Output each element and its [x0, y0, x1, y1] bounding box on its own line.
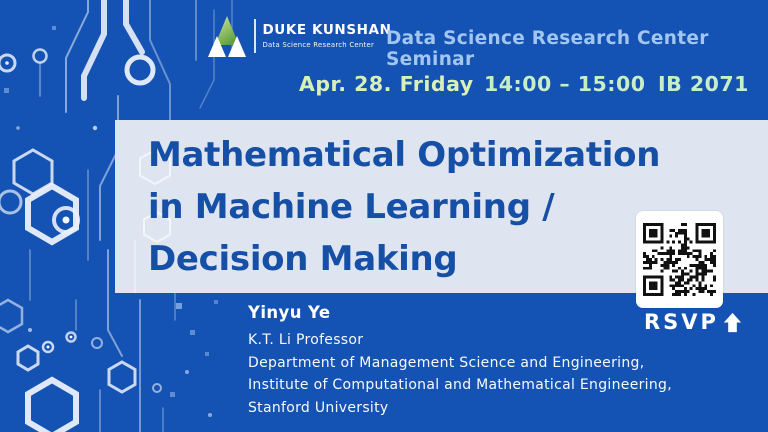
seminar-room: IB 2071	[658, 72, 749, 96]
rsvp-label: RSVP	[644, 310, 719, 334]
seminar-time: 14:00 – 15:00	[484, 72, 646, 96]
seminar-date: Apr. 28. Friday	[299, 72, 474, 96]
talk-title-line-3: Decision Making	[148, 239, 458, 279]
qr-code-icon	[643, 223, 716, 296]
speaker-info: Yinyu Ye K.T. Li Professor Department of…	[248, 303, 672, 419]
speaker-affiliation-2: Institute of Computational and Mathemati…	[248, 377, 672, 394]
logo-divider	[254, 19, 256, 53]
brand-subtitle: Data Science Research Center	[262, 41, 375, 49]
rsvp-call-to-action: RSVP	[644, 310, 744, 334]
duke-kunshan-logo: DUKE KUNSHAN Data Science Research Cente…	[208, 14, 392, 58]
seminar-series-title: Data Science Research Center Seminar	[386, 28, 709, 70]
arrow-up-icon	[723, 312, 742, 332]
speaker-role: K.T. Li Professor	[248, 332, 364, 348]
schedule-row: Apr. 28. Friday 14:00 – 15:00 IB 2071	[0, 72, 768, 98]
speaker-name: Yinyu Ye	[248, 303, 331, 322]
speaker-affiliation-3: Stanford University	[248, 399, 389, 416]
triangle-mountain-logo-icon	[208, 16, 246, 57]
rsvp-qr-container[interactable]	[636, 211, 723, 308]
brand-name: DUKE KUNSHAN	[262, 22, 392, 38]
speaker-affiliation-1: Department of Management Science and Eng…	[248, 354, 645, 371]
talk-title-line-1: Mathematical Optimization	[148, 135, 661, 175]
talk-title: Mathematical Optimization in Machine Lea…	[148, 129, 660, 285]
hexagon-watermark-decoration	[134, 148, 171, 293]
talk-title-line-2: in Machine Learning /	[148, 187, 555, 227]
